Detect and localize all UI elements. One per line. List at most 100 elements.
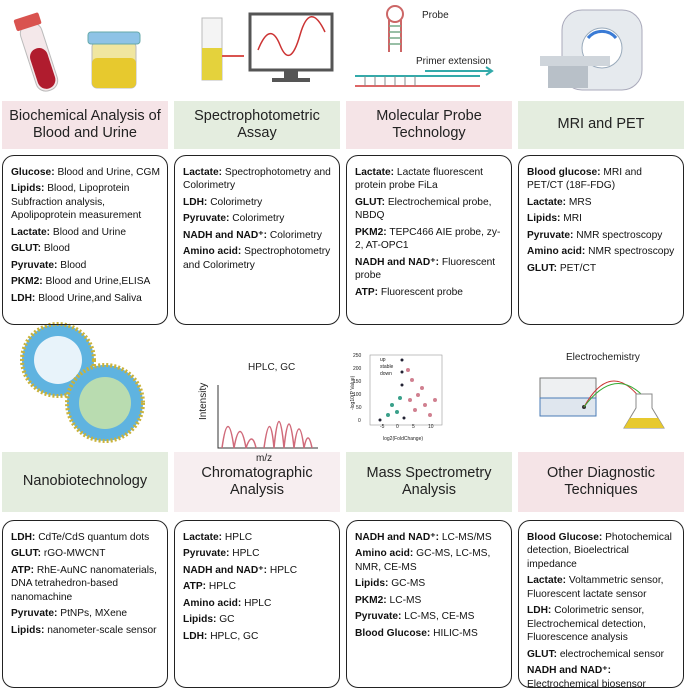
panel-title: Nanobiotechnology: [2, 452, 168, 512]
entry: Amino acid: Spectrophotometry and Colori…: [183, 245, 333, 272]
entry-label: GLUT:: [527, 648, 557, 660]
entry-text: GC-MS: [391, 578, 426, 590]
electrochem-icon: [539, 377, 665, 429]
entry: GLUT: PET/CT: [527, 262, 677, 275]
entry-text: Lactate fluorescent protein probe FiLa: [355, 167, 484, 192]
entry-text: Blood: [60, 259, 87, 271]
icon-label: 100: [353, 392, 362, 398]
chromatogram-icon: [217, 385, 318, 449]
entry-text: Spectrophotometry and Colorimetry: [183, 167, 331, 192]
entry-label: PKM2:: [355, 226, 387, 238]
panel-title: Molecular Probe Technology: [346, 101, 512, 149]
entry: Amino acid: HPLC: [183, 597, 333, 610]
entry-text: PET/CT: [559, 262, 597, 274]
entry-text: Blood and Urine,ELISA: [45, 276, 151, 288]
entry-text: rGO-MWCNT: [43, 548, 106, 560]
entry-label: LDH:: [183, 196, 208, 208]
entry: Pyruvate: NMR spectroscopy: [527, 229, 677, 242]
panel-box: LDH: CdTe/CdS quantum dots GLUT: rGO-MWCN…: [2, 520, 168, 688]
entry-label: NADH and NAD⁺:: [183, 564, 268, 576]
panel-box: Lactate: Spectrophotometry and Colorimet…: [174, 155, 340, 325]
icon-label: m/z: [256, 453, 273, 464]
entry: PKM2: Blood and Urine,ELISA: [11, 275, 161, 288]
entry: Amino acid: GC-MS, LC-MS, NMR, CE-MS: [355, 547, 505, 574]
entry: LDH: Colorimetry: [183, 196, 333, 209]
entry: Lipids: GC-MS: [355, 577, 505, 590]
entry-text: electrochemical sensor: [559, 648, 665, 660]
entry-label: Lipids:: [11, 183, 45, 195]
icon-label: 50: [356, 405, 362, 411]
entry-text: Colorimetry: [269, 229, 322, 241]
icon-label: Probe: [422, 10, 449, 21]
panel-title: Spectrophotometric Assay: [174, 101, 340, 149]
entry-text: LC-MS, CE-MS: [404, 611, 475, 623]
entry-text: MRS: [568, 196, 592, 208]
entry: Glucose: Blood and Urine, CGM: [11, 166, 161, 179]
entry-text: nanometer-scale sensor: [47, 624, 157, 636]
entry-text: GC-MS, LC-MS, NMR, CE-MS: [355, 548, 491, 573]
nanoparticle-icon: [20, 322, 145, 443]
entry: GLUT: Blood: [11, 242, 161, 255]
entry-label: NADH and NAD⁺:: [355, 256, 440, 268]
spectro-icon: [201, 12, 334, 82]
entry: LDH: CdTe/CdS quantum dots: [11, 531, 161, 544]
entry: GLUT: rGO-MWCNT: [11, 547, 161, 560]
entry-text: HPLC, GC: [210, 630, 259, 642]
entry-label: NADH and NAD⁺:: [355, 532, 440, 543]
entry-text: Blood: [43, 243, 70, 255]
entry-label: Lactate:: [527, 196, 567, 208]
entry-text: HPLC: [224, 532, 253, 543]
entry: Pyruvate: LC-MS, CE-MS: [355, 610, 505, 623]
entry-text: LC-MS: [389, 594, 422, 606]
entry-label: ATP:: [355, 286, 379, 298]
entry: ATP: HPLC: [183, 580, 333, 593]
entry-label: Pyruvate:: [527, 229, 574, 241]
entry-label: Amino acid:: [183, 597, 242, 609]
entry: Blood Glucose: Photochemical detection, …: [527, 531, 677, 571]
entry-label: NADH and NAD⁺:: [527, 665, 612, 677]
icon-label: 5: [412, 424, 415, 430]
entry-text: TEPC466 AIE probe, zy-2, AT-OPC1: [355, 226, 501, 252]
entry-text: NMR spectroscopy: [576, 229, 663, 241]
entry-text: Photochemical detection, Bioelectrical i…: [527, 532, 672, 570]
entry-label: Amino acid:: [183, 246, 242, 258]
entry-text: Blood and Urine: [52, 226, 126, 238]
entry: Amino acid: NMR spectroscopy: [527, 245, 677, 258]
entry-label: Lactate:: [183, 167, 223, 178]
panel-box: Lactate: Lactate fluorescent protein pro…: [346, 155, 512, 325]
entry-label: Lactate:: [355, 167, 395, 178]
entry-label: Pyruvate:: [11, 608, 58, 620]
entry-text: NMR spectroscopy: [588, 246, 675, 258]
panel-title: Other Diagnostic Techniques: [518, 452, 684, 512]
icon-label: 10: [428, 424, 434, 430]
entry-label: Blood glucose:: [527, 167, 601, 178]
entry: Blood glucose: MRI and PET/CT (18F-FDG): [527, 166, 677, 193]
icon-label: Primer extension: [416, 56, 492, 67]
entry-label: PKM2:: [355, 594, 387, 606]
entry: NADH and NAD⁺: Colorimetry: [183, 229, 333, 242]
entry-label: LDH:: [527, 605, 552, 617]
entry: Pyruvate: HPLC: [183, 547, 333, 560]
entry-text: Electrochemical probe, NBDQ: [355, 196, 492, 222]
panel-box: Lactate: HPLC Pyruvate: HPLC NADH and NAD⁺…: [174, 520, 340, 688]
entry-label: Lactate:: [527, 575, 567, 587]
mri-icon: [540, 9, 643, 91]
entry-text: Colorimetry: [210, 196, 263, 208]
entry: ATP: Fluorescent probe: [355, 286, 505, 299]
entry-label: NADH and NAD⁺:: [183, 229, 268, 241]
entry-label: LDH:: [183, 630, 208, 642]
entry-label: Lactate:: [183, 532, 223, 543]
panel-box: Glucose: Blood and Urine, CGM Lipids: Blo…: [2, 155, 168, 325]
entry-text: Fluorescent probe: [380, 286, 463, 298]
entry-label: Pyruvate:: [183, 548, 230, 560]
icon-label: -5: [380, 424, 385, 430]
entry-label: Blood Glucose:: [355, 627, 431, 639]
panel-box: Blood Glucose: Photochemical detection, …: [518, 520, 684, 690]
entry-label: Pyruvate:: [183, 213, 230, 225]
panel-title: MRI and PET: [518, 101, 684, 149]
entry-label: Lipids:: [11, 624, 45, 636]
icon-label: stable: [380, 364, 394, 370]
entry-label: Lipids:: [183, 614, 217, 626]
entry-text: Colorimetry: [232, 213, 285, 225]
icon-label: HPLC, GC: [248, 362, 296, 373]
